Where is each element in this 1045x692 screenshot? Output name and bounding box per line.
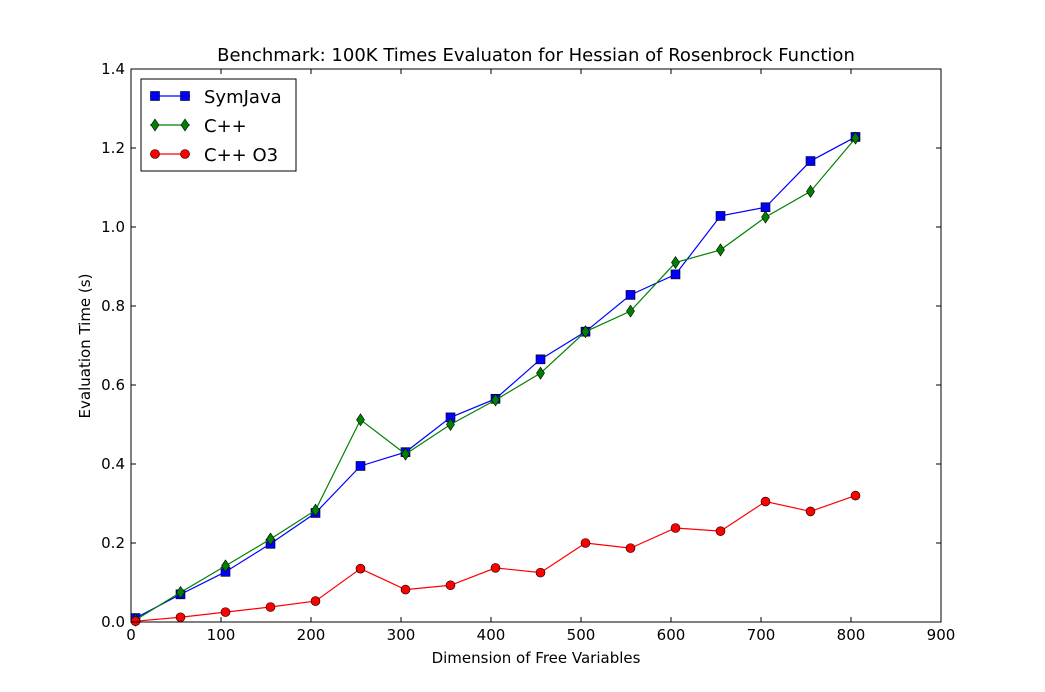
data-point	[806, 184, 815, 198]
x-tick-label: 100	[207, 626, 236, 644]
data-point	[761, 210, 770, 224]
data-point	[221, 559, 230, 573]
legend-marker	[150, 91, 160, 101]
x-tick-label: 500	[567, 626, 596, 644]
series-3	[130, 490, 861, 627]
y-axis-label: Evaluation Time (s)	[76, 274, 94, 419]
data-point	[670, 523, 681, 533]
data-point	[715, 526, 726, 536]
y-tick-label: 1.4	[101, 60, 125, 78]
data-point	[445, 580, 456, 591]
legend-entry: SymJava	[150, 87, 282, 108]
x-tick-label: 300	[387, 626, 416, 644]
data-point	[401, 447, 410, 461]
x-tick-label: 200	[297, 626, 326, 644]
y-tick-label: 0.4	[101, 455, 125, 473]
x-tick-label: 600	[657, 626, 686, 644]
data-point	[356, 413, 365, 427]
data-point	[760, 496, 771, 507]
y-tick-label: 0.6	[101, 376, 125, 394]
series-2	[131, 131, 860, 627]
data-point	[535, 354, 546, 365]
data-point	[851, 131, 860, 145]
x-axis-label: Dimension of Free Variables	[432, 649, 641, 667]
legend-entry: C++	[150, 116, 247, 137]
y-tick-label: 0.0	[101, 613, 125, 631]
data-point	[671, 256, 680, 270]
y-tick-label: 1.2	[101, 139, 125, 157]
x-tick-label: 900	[927, 626, 956, 644]
data-point	[670, 269, 681, 280]
data-point	[625, 290, 636, 300]
x-axis-ticks: 0 100 200 300 400 500 600 700 800 900	[126, 69, 955, 644]
x-tick-label: 400	[477, 626, 506, 644]
data-point	[626, 304, 635, 318]
chart-title: Benchmark: 100K Times Evaluaton for Hess…	[217, 45, 855, 66]
plot-frame	[130, 68, 942, 623]
legend-marker	[150, 149, 160, 159]
x-tick-label: 0	[126, 626, 136, 644]
data-point	[220, 607, 231, 617]
data-point	[491, 393, 500, 407]
legend-label: C++	[204, 116, 247, 137]
legend-marker	[150, 118, 160, 132]
x-tick-label: 700	[747, 626, 776, 644]
series-layer	[130, 131, 861, 627]
legend-label: SymJava	[204, 87, 282, 108]
x-tick-label: 800	[837, 626, 866, 644]
data-point	[355, 563, 366, 574]
data-point	[805, 506, 816, 517]
data-point	[536, 366, 545, 380]
y-tick-label: 0.8	[101, 297, 125, 315]
legend-marker	[180, 149, 190, 159]
data-point	[625, 543, 636, 553]
data-point	[176, 585, 185, 599]
y-axis-ticks: 0.0 0.2 0.4 0.6 0.8 1.0 1.2 1.4	[101, 60, 941, 631]
data-point	[805, 156, 816, 166]
data-point	[715, 211, 726, 221]
data-point	[265, 602, 276, 612]
data-point	[266, 532, 275, 546]
data-point	[850, 490, 861, 501]
legend-label: C++ O3	[204, 145, 278, 166]
data-point	[490, 563, 501, 573]
data-point	[400, 584, 411, 595]
data-point	[446, 417, 455, 432]
data-point	[716, 243, 725, 257]
data-point	[580, 538, 591, 548]
data-point	[130, 616, 141, 627]
legend-entry: C++ O3	[150, 145, 278, 166]
legend-marker	[180, 118, 190, 132]
data-point	[175, 612, 186, 623]
data-point	[760, 202, 771, 213]
data-point	[581, 325, 590, 339]
y-tick-label: 1.0	[101, 218, 125, 236]
legend-marker	[180, 91, 190, 101]
data-point	[311, 503, 320, 517]
legend: SymJava C++ C++ O3	[140, 78, 297, 172]
data-point	[355, 461, 366, 471]
data-point	[310, 596, 321, 606]
y-tick-label: 0.2	[101, 534, 125, 552]
data-point	[535, 567, 546, 578]
